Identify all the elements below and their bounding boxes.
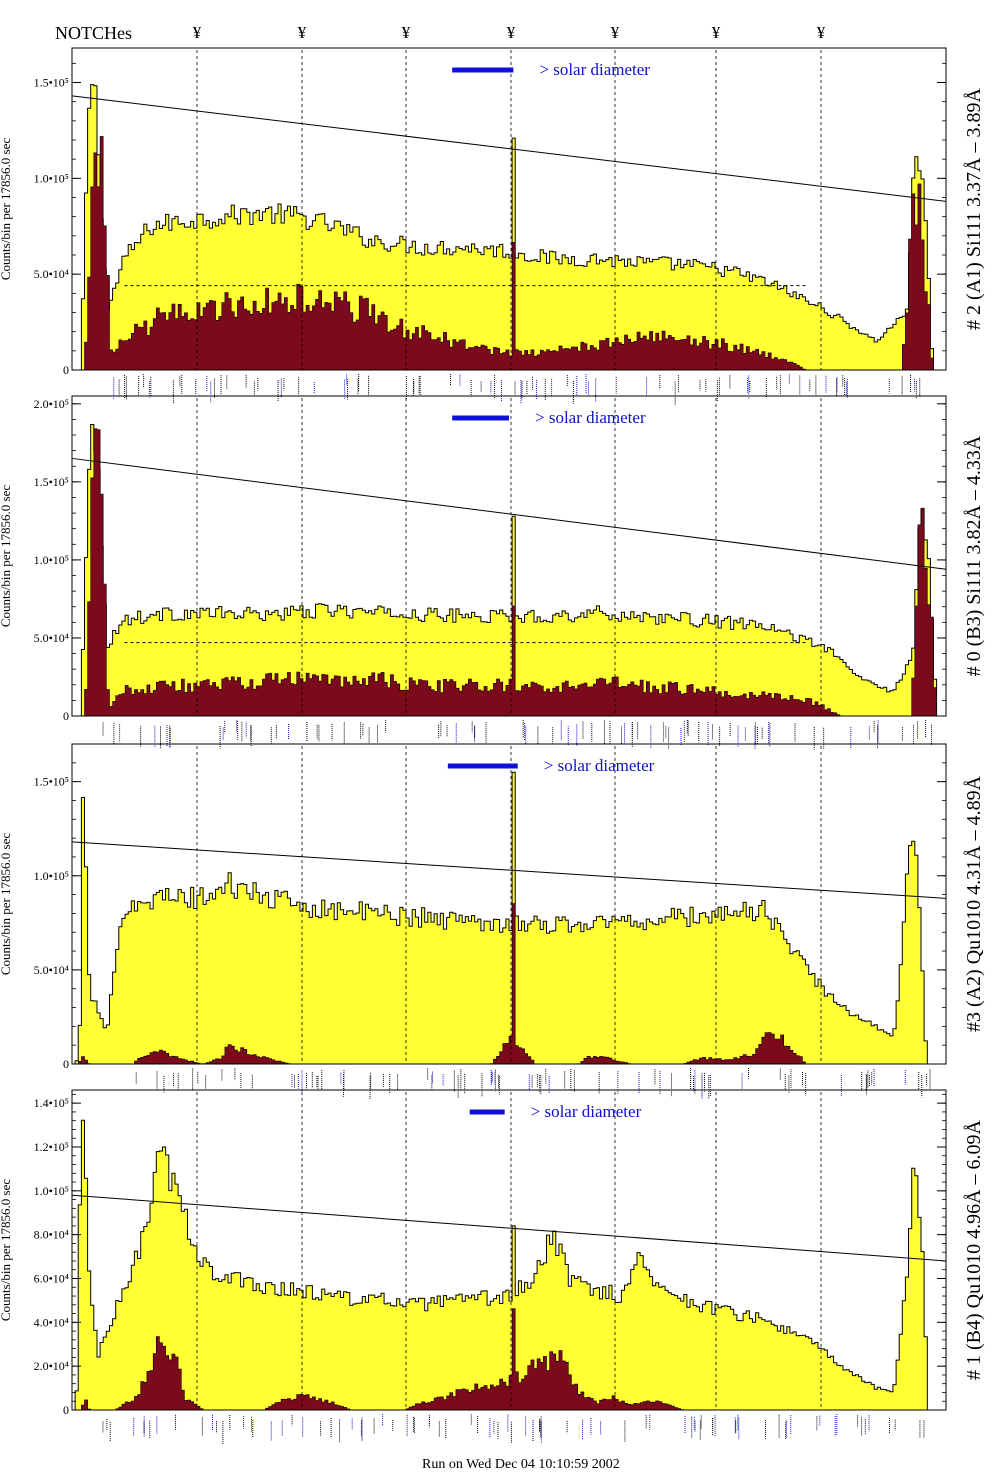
histogram-total <box>72 1119 946 1411</box>
legend-solar-diameter-label: > solar diameter <box>544 756 655 775</box>
y-tick-label: 1.0•10⁵ <box>34 869 69 883</box>
notch-marker: ¥ <box>712 23 721 42</box>
y-tick-label: 1.2•10⁵ <box>34 1140 69 1154</box>
plot-frame <box>71 743 947 1065</box>
trend-line <box>71 457 947 570</box>
notch-marker: ¥ <box>817 23 826 42</box>
y-tick-label: 0 <box>63 1057 69 1071</box>
run-timestamp: Run on Wed Dec 04 10:10:59 2002 <box>422 1457 620 1472</box>
trend-line <box>71 1194 947 1262</box>
legend-solar-diameter-label: > solar diameter <box>531 1102 642 1121</box>
histogram-total <box>72 424 946 717</box>
histogram-subset <box>72 136 946 371</box>
chart-panel: 0 5.0•10⁴ 1.0•10⁵ 1.5•10⁵ Counts/bin per 178… <box>0 47 985 406</box>
histogram-total <box>72 771 946 1065</box>
y-tick-label: 1.5•10⁵ <box>34 76 69 90</box>
y-tick-label: 5.0•10⁴ <box>34 267 69 281</box>
y-tick-label: 8.0•10⁴ <box>34 1228 69 1242</box>
y-tick-label: 1.5•10⁵ <box>34 775 69 789</box>
trend-line <box>71 95 947 202</box>
panel-label: # 1 (B4) Qu1010 4.96Å – 6.09Å <box>963 1119 985 1380</box>
chart-panel: 0 5.0•10⁴ 1.0•10⁵ 1.5•10⁵ 2.0•10⁵ Counts/bin … <box>0 395 985 750</box>
notch-marker: ¥ <box>507 23 516 42</box>
panel-label: # 0 (B3) Si111 3.82Å – 4.33Å <box>963 435 985 676</box>
plot-frame <box>71 395 947 717</box>
histogram-subset <box>72 428 946 717</box>
y-tick-label: 1.0•10⁵ <box>34 171 69 185</box>
y-tick-label: 0 <box>63 709 69 723</box>
notch-marker: ¥ <box>298 23 307 42</box>
trend-line <box>71 841 947 899</box>
plot-frame <box>71 47 947 371</box>
y-tick-label: 2.0•10⁴ <box>34 1359 69 1373</box>
notch-marker: ¥ <box>611 23 620 42</box>
legend-solar-diameter-label: > solar diameter <box>539 60 650 79</box>
y-tick-label: 6.0•10⁴ <box>34 1271 69 1285</box>
panel-label: #3 (A2) Qu1010 4.31Å – 4.89Å <box>963 775 985 1032</box>
y-tick-label: 0 <box>63 1403 69 1417</box>
panel-label: # 2 (A1) Si111 3.37Å – 3.89Å <box>963 88 985 330</box>
chart-panels: 0 5.0•10⁴ 1.0•10⁵ 1.5•10⁵ Counts/bin per 178… <box>0 47 985 1446</box>
notch-marker: ¥ <box>193 23 202 42</box>
y-axis-label: Counts/bin per 17856.0 sec <box>0 833 13 975</box>
histogram-total <box>72 84 946 371</box>
y-tick-label: 0 <box>63 363 69 377</box>
chart-panel: 0 5.0•10⁴ 1.0•10⁵ 1.5•10⁵ Counts/bin per 178… <box>0 743 985 1100</box>
y-axis-label: Counts/bin per 17856.0 sec <box>0 138 13 280</box>
plot-frame <box>71 1089 947 1411</box>
y-tick-label: 2.0•10⁵ <box>34 397 69 411</box>
y-tick-label: 1.0•10⁵ <box>34 1184 69 1198</box>
legend-solar-diameter-label: > solar diameter <box>535 408 646 427</box>
y-tick-label: 1.5•10⁵ <box>34 475 69 489</box>
y-axis-label: Counts/bin per 17856.0 sec <box>0 485 13 627</box>
y-axis-label: Counts/bin per 17856.0 sec <box>0 1179 13 1321</box>
y-tick-label: 1.4•10⁵ <box>34 1096 69 1110</box>
notch-marker: ¥ <box>402 23 411 42</box>
chart-panel: 0 2.0•10⁴ 4.0•10⁴ 6.0•10⁴ 8.0•10⁴ 1.0•10⁵ 1.2•… <box>0 1089 985 1446</box>
notch-marker-row: ¥ ¥ ¥ ¥ ¥ ¥ ¥ <box>193 23 826 42</box>
notches-label: NOTCHes <box>55 23 132 43</box>
y-tick-label: 4.0•10⁴ <box>34 1315 69 1329</box>
y-tick-label: 1.0•10⁵ <box>34 553 69 567</box>
y-tick-label: 5.0•10⁴ <box>34 631 69 645</box>
y-tick-label: 5.0•10⁴ <box>34 963 69 977</box>
